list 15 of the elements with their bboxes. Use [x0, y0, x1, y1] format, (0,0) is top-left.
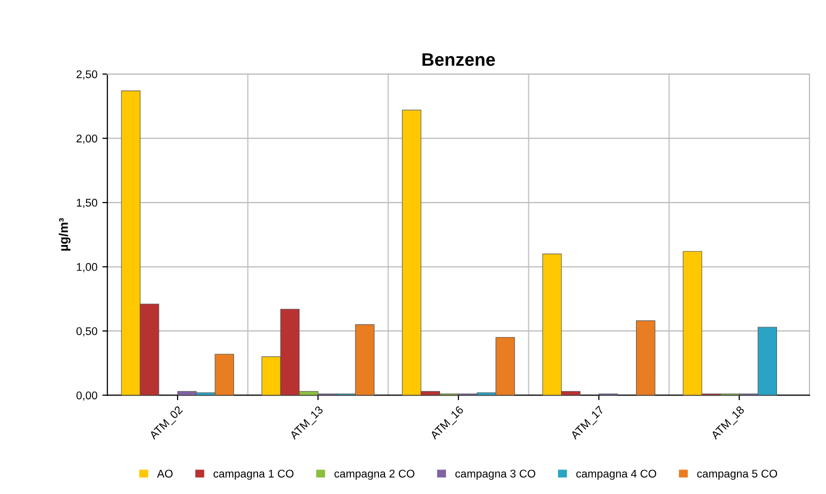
legend-label: campagna 3 CO — [455, 470, 536, 480]
y-tick-label: 2,50 — [76, 70, 98, 80]
legend-label: AO — [157, 470, 173, 478]
y-tick-label: 0,00 — [76, 391, 98, 401]
legend-label: campagna 5 CO — [697, 470, 778, 480]
legend-label: campagna 1 CO — [214, 470, 294, 480]
y-axis-title: µg/m³ — [58, 218, 70, 251]
y-tick-label: 0,50 — [76, 327, 98, 336]
y-tick-label: 2,00 — [76, 134, 98, 144]
y-tick-label: 1,00 — [76, 263, 98, 272]
y-tick-label: 1,50 — [76, 198, 98, 208]
legend-label: campagna 4 CO — [576, 470, 656, 480]
legend-label: campagna 2 CO — [334, 470, 414, 480]
bar — [636, 320, 656, 396]
chart-title: Benzene — [422, 53, 495, 66]
